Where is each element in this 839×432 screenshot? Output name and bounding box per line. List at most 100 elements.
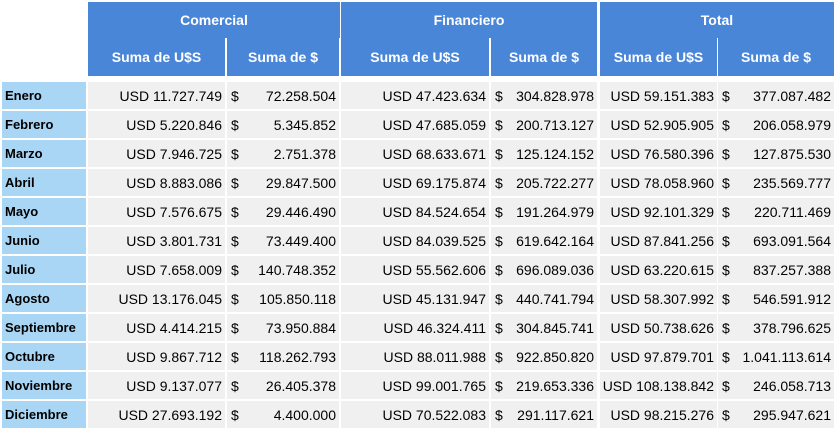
peso-value-cell: $235.569.777 xyxy=(718,169,834,196)
currency-symbol: $ xyxy=(722,319,730,336)
currency-symbol: $ xyxy=(722,290,730,307)
peso-amount: 378.796.625 xyxy=(753,319,831,336)
peso-amount: 304.845.741 xyxy=(516,319,594,336)
usd-value-cell: USD 9.867.712 xyxy=(88,343,225,370)
peso-value-cell: $26.405.378 xyxy=(227,372,339,399)
peso-value-cell: $140.748.352 xyxy=(227,256,339,283)
currency-symbol: $ xyxy=(495,203,503,220)
usd-value-cell: USD 70.522.083 xyxy=(341,401,489,428)
currency-symbol: $ xyxy=(495,116,503,133)
usd-value-cell: USD 7.946.725 xyxy=(88,140,225,167)
currency-symbol: $ xyxy=(231,145,239,162)
peso-amount: 220.711.469 xyxy=(754,203,831,220)
row-label-month: Diciembre xyxy=(2,401,86,428)
peso-value-cell: $206.058.979 xyxy=(718,111,834,138)
peso-value-cell: $377.087.482 xyxy=(718,82,834,109)
group-header-financiero: Financiero xyxy=(341,2,597,38)
peso-amount: 29.847.500 xyxy=(265,174,336,191)
usd-value-cell: USD 97.879.701 xyxy=(600,343,717,370)
column-header: Suma de $ xyxy=(718,38,834,76)
usd-value-cell: USD 3.801.731 xyxy=(88,227,225,254)
row-label-month: Abril xyxy=(2,169,86,196)
usd-value-cell: USD 9.137.077 xyxy=(88,372,225,399)
usd-value-cell: USD 46.324.411 xyxy=(341,314,489,341)
currency-symbol: $ xyxy=(722,232,730,249)
currency-symbol: $ xyxy=(722,348,730,365)
column-header: Suma de U$S xyxy=(600,38,717,76)
peso-amount: 440.741.794 xyxy=(516,290,594,307)
usd-value-cell: USD 69.175.874 xyxy=(341,169,489,196)
peso-amount: 127.875.530 xyxy=(753,145,831,162)
currency-symbol: $ xyxy=(231,174,239,191)
row-label-month: Enero xyxy=(2,82,86,109)
column-header: Suma de $ xyxy=(227,38,339,76)
group-header-comercial: Comercial xyxy=(88,2,340,38)
peso-value-cell: $246.058.713 xyxy=(718,372,834,399)
usd-value-cell: USD 47.423.634 xyxy=(341,82,489,109)
peso-amount: 295.947.621 xyxy=(753,406,831,423)
currency-symbol: $ xyxy=(495,319,503,336)
peso-amount: 219.653.336 xyxy=(516,377,594,394)
peso-value-cell: $105.850.118 xyxy=(227,285,339,312)
usd-value-cell: USD 13.176.045 xyxy=(88,285,225,312)
usd-value-cell: USD 45.131.947 xyxy=(341,285,489,312)
usd-value-cell: USD 27.693.192 xyxy=(88,401,225,428)
usd-value-cell: USD 52.905.905 xyxy=(600,111,717,138)
peso-amount: 206.058.979 xyxy=(753,116,831,133)
peso-amount: 546.591.912 xyxy=(753,290,831,307)
peso-value-cell: $29.847.500 xyxy=(227,169,339,196)
currency-symbol: $ xyxy=(231,116,239,133)
usd-value-cell: USD 8.883.086 xyxy=(88,169,225,196)
usd-value-cell: USD 5.220.846 xyxy=(88,111,225,138)
peso-amount: 118.262.793 xyxy=(259,348,336,365)
peso-amount: 200.713.127 xyxy=(516,116,594,133)
currency-symbol: $ xyxy=(231,348,239,365)
usd-value-cell: USD 58.307.992 xyxy=(600,285,717,312)
currency-symbol: $ xyxy=(722,87,730,104)
currency-symbol: $ xyxy=(231,87,239,104)
usd-value-cell: USD 78.058.960 xyxy=(600,169,717,196)
peso-value-cell: $546.591.912 xyxy=(718,285,834,312)
currency-symbol: $ xyxy=(231,377,239,394)
currency-symbol: $ xyxy=(722,261,730,278)
peso-value-cell: $922.850.820 xyxy=(491,343,597,370)
currency-symbol: $ xyxy=(495,377,503,394)
peso-amount: 2.751.378 xyxy=(273,145,336,162)
row-label-month: Febrero xyxy=(2,111,86,138)
peso-value-cell: $125.124.152 xyxy=(491,140,597,167)
peso-value-cell: $837.257.388 xyxy=(718,256,834,283)
peso-value-cell: $4.400.000 xyxy=(227,401,339,428)
row-label-month: Agosto xyxy=(2,285,86,312)
peso-amount: 291.117.621 xyxy=(517,406,594,423)
usd-value-cell: USD 4.414.215 xyxy=(88,314,225,341)
peso-amount: 105.850.118 xyxy=(259,290,336,307)
peso-amount: 73.449.400 xyxy=(265,232,336,249)
peso-value-cell: $693.091.564 xyxy=(718,227,834,254)
usd-value-cell: USD 68.633.671 xyxy=(341,140,489,167)
currency-symbol: $ xyxy=(231,406,239,423)
usd-value-cell: USD 88.011.988 xyxy=(341,343,489,370)
peso-value-cell: $73.950.884 xyxy=(227,314,339,341)
currency-symbol: $ xyxy=(231,319,239,336)
peso-amount: 140.748.352 xyxy=(258,261,336,278)
peso-value-cell: $2.751.378 xyxy=(227,140,339,167)
peso-value-cell: $291.117.621 xyxy=(491,401,597,428)
usd-value-cell: USD 7.576.675 xyxy=(88,198,225,225)
peso-amount: 4.400.000 xyxy=(273,406,336,423)
peso-amount: 619.642.164 xyxy=(516,232,594,249)
peso-value-cell: $440.741.794 xyxy=(491,285,597,312)
peso-amount: 696.089.036 xyxy=(516,261,594,278)
currency-symbol: $ xyxy=(722,174,730,191)
peso-amount: 377.087.482 xyxy=(753,87,831,104)
usd-value-cell: USD 63.220.615 xyxy=(600,256,717,283)
peso-amount: 191.264.979 xyxy=(516,203,594,220)
peso-value-cell: $1.041.113.614 xyxy=(718,343,834,370)
usd-value-cell: USD 108.138.842 xyxy=(600,372,717,399)
peso-value-cell: $118.262.793 xyxy=(227,343,339,370)
usd-value-cell: USD 92.101.329 xyxy=(600,198,717,225)
usd-value-cell: USD 11.727.749 xyxy=(88,82,225,109)
peso-value-cell: $619.642.164 xyxy=(491,227,597,254)
peso-amount: 5.345.852 xyxy=(273,116,336,133)
currency-symbol: $ xyxy=(722,377,730,394)
currency-symbol: $ xyxy=(722,116,730,133)
